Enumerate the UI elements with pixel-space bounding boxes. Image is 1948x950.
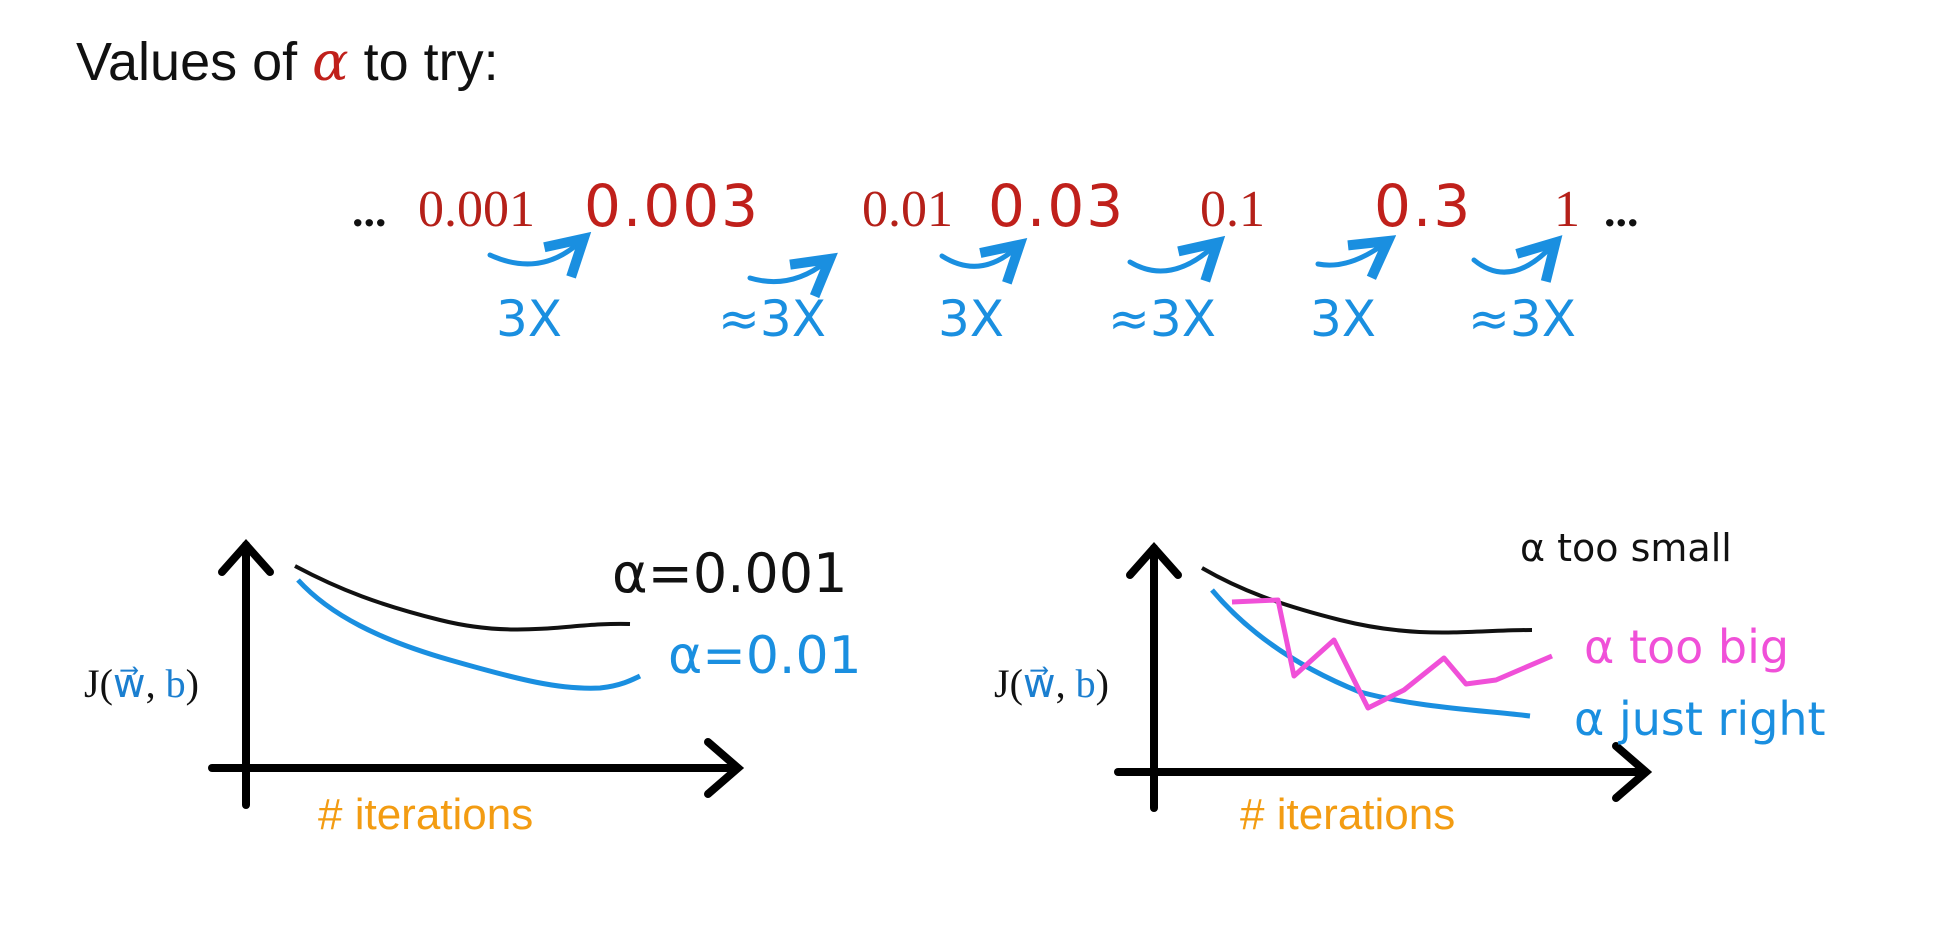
weight-vector-symbol: w⃗	[112, 661, 146, 706]
label-alpha-too-big: α too big	[1584, 620, 1790, 674]
right-y-axis-label: J(w⃗, b)	[994, 660, 1109, 707]
title-alpha-symbol: α	[312, 30, 349, 93]
step-arrow-1	[487, 242, 580, 264]
value-0-01: 0.01	[862, 181, 953, 238]
value-0-001: 0.001	[418, 181, 535, 238]
trailing-ellipsis: ...	[1604, 185, 1639, 236]
slide-title: Values of α to try:	[76, 30, 499, 93]
left-y-axis-label: J(w⃗, b)	[84, 660, 199, 707]
cost-j-symbol: J(	[994, 661, 1023, 706]
right-x-axis-label: # iterations	[1240, 790, 1456, 839]
multiplier-3: 3X	[938, 290, 1005, 348]
left-x-axis-label: # iterations	[318, 790, 534, 839]
label-alpha-0-001: α=0.001	[612, 542, 848, 605]
multiplier-5: 3X	[1310, 290, 1377, 348]
close-paren: )	[185, 661, 199, 706]
title-prefix: Values of	[76, 32, 313, 92]
multiplier-2: ≈3X	[718, 290, 826, 348]
value-0-03: 0.03	[988, 172, 1126, 240]
value-1: 1	[1554, 181, 1580, 238]
right-y-arrowhead	[1126, 541, 1182, 579]
right-x-arrowhead	[1612, 742, 1653, 802]
right-curve-too-big	[1231, 597, 1553, 711]
close-paren: )	[1095, 661, 1109, 706]
left-curve-alpha-0-001	[294, 564, 631, 632]
label-alpha-too-small: α too small	[1520, 526, 1732, 570]
leading-ellipsis: ...	[352, 185, 387, 236]
step-arrow-5	[1315, 244, 1384, 265]
step-arrow-4	[1127, 246, 1214, 271]
right-curve-too-small	[1200, 566, 1533, 635]
value-0-1: 0.1	[1200, 181, 1265, 238]
left-x-arrowhead	[704, 738, 745, 798]
right-curve-just-right	[1210, 588, 1531, 719]
left-y-arrowhead	[218, 538, 274, 576]
multiplier-4: ≈3X	[1108, 290, 1216, 348]
separator-comma: ,	[145, 661, 166, 706]
step-arrow-3	[939, 248, 1016, 266]
value-0-3: 0.3	[1374, 172, 1473, 240]
separator-comma: ,	[1055, 661, 1076, 706]
step-arrow-2	[747, 262, 826, 282]
label-alpha-just-right: α just right	[1574, 692, 1826, 746]
bias-symbol: b	[1075, 661, 1096, 706]
cost-j-symbol: J(	[84, 661, 113, 706]
multiplier-1: 3X	[496, 290, 563, 348]
value-0-003: 0.003	[584, 172, 761, 240]
label-alpha-0-01: α=0.01	[668, 626, 862, 686]
bias-symbol: b	[165, 661, 186, 706]
weight-vector-symbol: w⃗	[1022, 661, 1056, 706]
step-arrow-6	[1471, 246, 1552, 272]
title-suffix: to try:	[348, 32, 499, 92]
multiplier-6: ≈3X	[1468, 290, 1576, 348]
left-curve-alpha-0-01	[296, 578, 642, 691]
